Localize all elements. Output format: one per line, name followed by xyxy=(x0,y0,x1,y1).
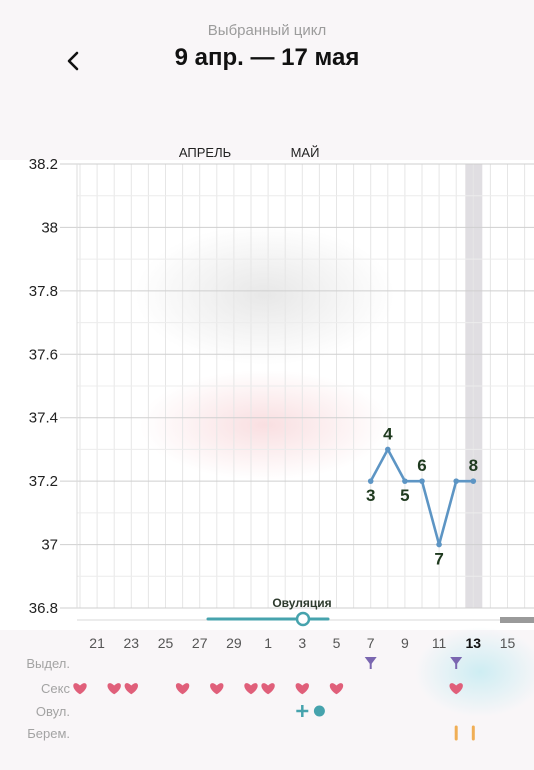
x-tick-label: 23 xyxy=(124,635,140,651)
header: Выбранный цикл 9 апр. — 17 мая xyxy=(0,0,534,100)
month-label-may: МАЙ xyxy=(291,145,320,160)
scroll-indicator[interactable] xyxy=(500,617,534,623)
heart-icon[interactable] xyxy=(329,683,344,695)
cycle-day-label: 7 xyxy=(434,550,443,569)
cycle-day-label: 6 xyxy=(417,456,426,475)
row-label: Овул. xyxy=(36,704,70,719)
plus-icon[interactable] xyxy=(296,705,309,717)
y-tick-label: 37.8 xyxy=(29,283,58,300)
discharge-icon[interactable] xyxy=(364,657,377,669)
chevron-left-icon xyxy=(67,51,79,71)
x-tick-label-current: 13 xyxy=(466,635,482,651)
ovulation-label: Овуляция xyxy=(272,596,331,610)
x-tick-label: 29 xyxy=(226,635,242,651)
cycle-title: 9 апр. — 17 мая xyxy=(174,44,360,71)
dot-icon[interactable] xyxy=(313,705,325,717)
month-label-april: АПРЕЛЬ xyxy=(179,145,231,160)
row-label: Выдел. xyxy=(26,656,70,671)
temperature-point xyxy=(453,478,460,484)
y-tick-label: 37 xyxy=(41,537,58,554)
y-tick-label: 37.2 xyxy=(29,473,58,490)
blur-grey xyxy=(135,225,395,365)
x-tick-label: 21 xyxy=(89,635,105,651)
heart-icon[interactable] xyxy=(175,683,190,695)
heart-icon[interactable] xyxy=(124,683,138,695)
temperature-point xyxy=(436,541,442,548)
temperature-point xyxy=(367,478,374,484)
cycle-day-label: 3 xyxy=(366,486,375,505)
x-tick-label: 11 xyxy=(432,635,447,651)
heart-icon[interactable] xyxy=(107,683,121,695)
y-tick-label: 37.4 xyxy=(29,410,58,427)
y-tick-label: 37.6 xyxy=(29,346,58,363)
y-tick-label: 38 xyxy=(41,219,58,236)
discharge-shape xyxy=(364,657,377,665)
heart-icon[interactable] xyxy=(244,683,258,695)
temperature-point xyxy=(419,478,425,484)
x-tick-label: 25 xyxy=(158,635,174,651)
x-tick-label: 15 xyxy=(500,635,516,651)
x-tick-label: 9 xyxy=(401,635,409,651)
temperature-series: 3 4 56 7 8 xyxy=(366,424,478,568)
discharge-icon[interactable] xyxy=(450,657,463,669)
heart-icon[interactable] xyxy=(449,683,463,695)
blur-pink xyxy=(140,370,390,480)
x-tick-label: 1 xyxy=(264,635,272,651)
row-label: Берем. xyxy=(27,726,70,741)
x-tick-label: 5 xyxy=(333,635,341,651)
cycle-day-label: 4 xyxy=(383,424,393,443)
temperature-point xyxy=(385,446,391,453)
cycle-day-label: 8 xyxy=(469,456,478,475)
x-tick-label: 27 xyxy=(192,635,208,651)
y-tick-label: 36.8 xyxy=(29,600,58,617)
grid xyxy=(60,163,534,609)
discharge-shape xyxy=(450,657,463,665)
temperature-point xyxy=(402,478,408,484)
x-tick-label: 3 xyxy=(298,635,306,651)
back-button[interactable] xyxy=(56,44,90,78)
blur-blue xyxy=(415,627,534,717)
heart-icon[interactable] xyxy=(295,683,309,695)
y-tick-label: 38.2 xyxy=(29,156,58,173)
x-tick-label: 7 xyxy=(367,635,375,651)
row-label: Секс xyxy=(41,681,70,696)
heart-icon[interactable] xyxy=(261,683,275,695)
cycle-subtitle: Выбранный цикл xyxy=(207,22,327,39)
heart-icon[interactable] xyxy=(73,683,87,695)
temperature-point xyxy=(470,478,477,484)
event-rows[interactable]: Выдел. Секс Овул. Берем. xyxy=(26,656,475,741)
heart-icon[interactable] xyxy=(210,683,224,695)
cycle-day-label: 5 xyxy=(400,486,409,505)
ovulation-handle[interactable] xyxy=(295,611,311,627)
